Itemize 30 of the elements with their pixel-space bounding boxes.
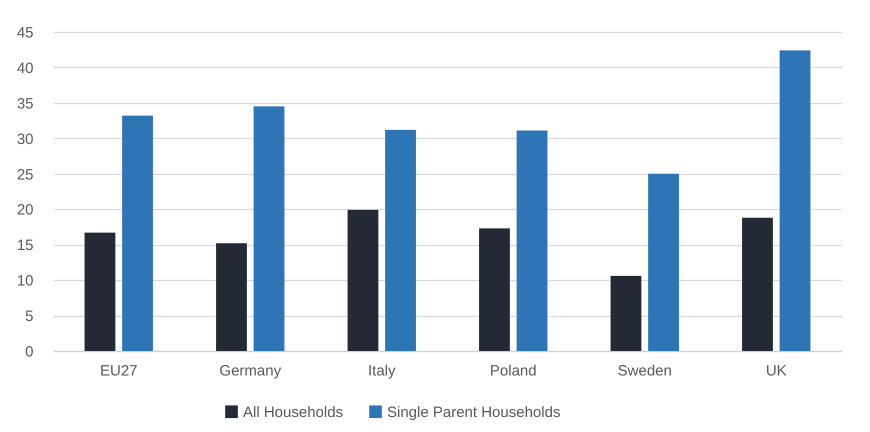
y-tick-label: 30 xyxy=(16,130,34,148)
x-tick-label: Germany xyxy=(219,362,282,380)
x-tick-label: EU27 xyxy=(100,362,138,380)
bar xyxy=(780,50,810,351)
x-tick-label: Poland xyxy=(490,362,537,380)
y-tick-label: 20 xyxy=(16,202,34,219)
bar xyxy=(84,232,116,351)
x-tick-label: UK xyxy=(766,362,787,380)
bar xyxy=(648,174,679,351)
y-tick-label: 0 xyxy=(25,344,34,360)
x-tick-label: Italy xyxy=(368,362,396,380)
bar xyxy=(610,276,642,351)
y-tick-label: 45 xyxy=(16,24,34,42)
y-tick-label: 35 xyxy=(16,95,34,112)
bar xyxy=(254,106,284,351)
bar xyxy=(122,116,153,351)
bar xyxy=(385,130,416,351)
legend-label: All Households xyxy=(243,404,344,421)
legend-label: Single Parent Households xyxy=(387,404,560,421)
y-tick-label: 15 xyxy=(16,237,34,254)
y-tick-label: 40 xyxy=(16,60,34,77)
x-tick-label: Sweden xyxy=(618,362,672,380)
bar xyxy=(742,218,773,351)
y-tick-label: 25 xyxy=(16,166,34,184)
bar xyxy=(479,228,510,351)
bar xyxy=(348,210,378,351)
y-tick-label: 5 xyxy=(25,308,34,326)
bar xyxy=(216,243,247,351)
y-tick-label: 10 xyxy=(16,272,34,290)
bar xyxy=(516,130,548,351)
